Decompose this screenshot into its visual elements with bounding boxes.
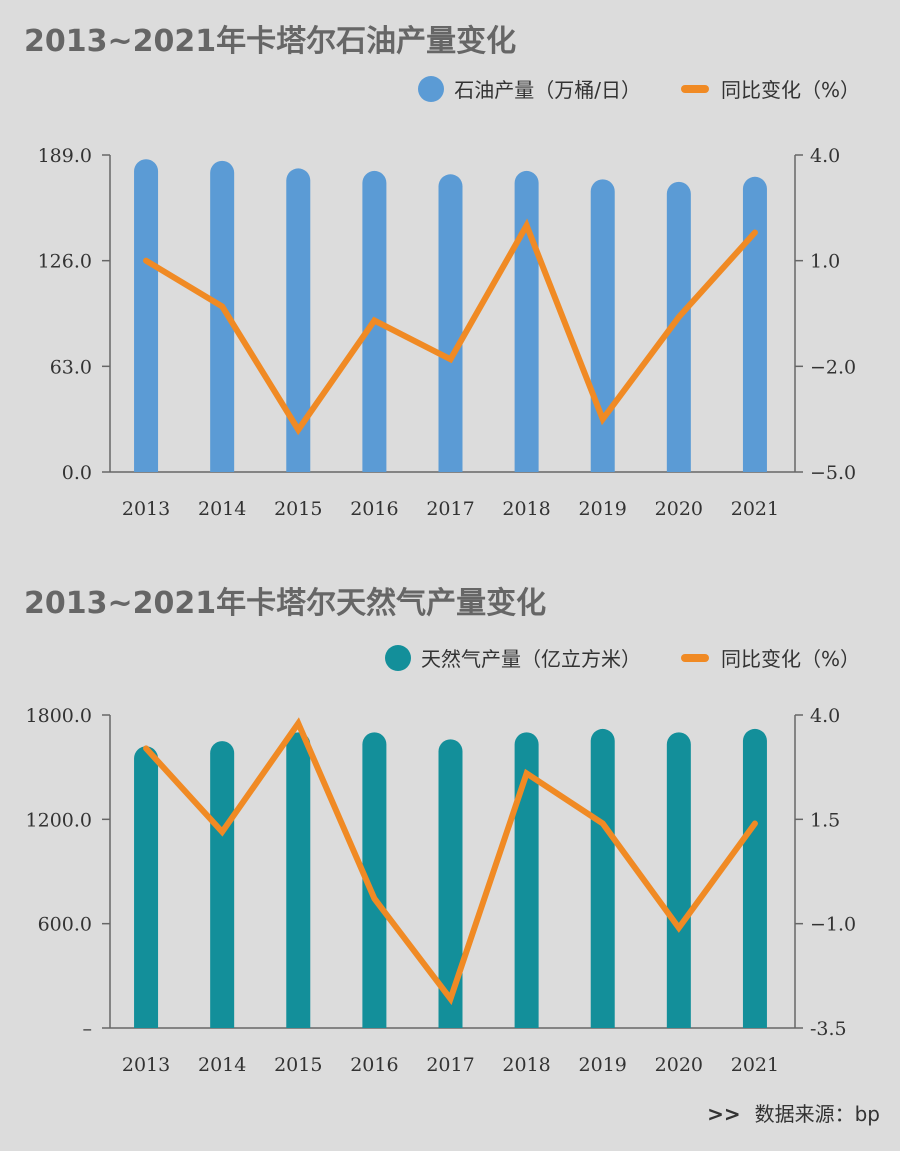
oil-right-tick-label: 4.0	[810, 145, 840, 167]
oil-left-tick-label: 189.0	[38, 145, 92, 167]
gas-bar-2014	[210, 741, 235, 1028]
oil-legend-bar: 石油产量（万桶/日）	[418, 74, 641, 103]
oil-yoy-point-2013	[144, 258, 149, 263]
source-text: 数据来源：bp	[754, 1102, 880, 1126]
gas-yoy-point-2015	[296, 721, 301, 726]
oil-right-tick-label: −5.0	[810, 462, 856, 484]
oil-legend-line-label: 同比变化（%）	[720, 78, 860, 102]
gas-category-label-2013: 2013	[122, 1054, 170, 1076]
oil-left-tick-label: 126.0	[38, 251, 92, 273]
gas-left-tick-label: 1200.0	[26, 809, 92, 831]
oil-yoy-point-2021	[752, 230, 757, 235]
oil-right-tick-label: −2.0	[810, 356, 856, 378]
gas-left-tick-label: 1800.0	[26, 705, 92, 727]
gas-category-label-2021: 2021	[731, 1054, 779, 1076]
gas-legend: 天然气产量（亿立方米） 同比变化（%）	[345, 643, 860, 672]
oil-yoy-point-2017	[448, 357, 453, 362]
data-source: >> 数据来源：bp	[707, 1098, 880, 1127]
gas-yoy-points	[144, 721, 757, 1001]
oil-category-label-2021: 2021	[731, 498, 779, 520]
gas-left-tick-label: –	[83, 1018, 93, 1040]
oil-yoy-point-2016	[372, 318, 377, 323]
oil-yoy-point-2015	[296, 427, 301, 432]
gas-category-label-2016: 2016	[350, 1054, 398, 1076]
gas-right-tick-label: -3.5	[810, 1018, 847, 1040]
oil-category-label-2016: 2016	[350, 498, 398, 520]
gas-chart-title: 2013~2021年卡塔尔天然气产量变化	[24, 586, 547, 621]
gas-category-label-2019: 2019	[579, 1054, 627, 1076]
oil-bar-2018	[514, 170, 539, 472]
gas-right-tick-label: 4.0	[810, 705, 840, 727]
oil-category-label-2017: 2017	[426, 498, 474, 520]
gas-bar-2015	[286, 732, 311, 1028]
gas-right-tick-label: −1.0	[810, 914, 856, 936]
oil-yoy-point-2019	[600, 417, 605, 422]
oil-bar-2013	[134, 159, 159, 472]
source-arrow-icon: >>	[707, 1102, 741, 1126]
oil-bar-2021	[742, 176, 767, 472]
oil-bar-2020	[666, 181, 691, 472]
gas-bar-2019	[590, 728, 615, 1028]
gas-right-tick-label: 1.5	[810, 809, 840, 831]
oil-bar-2017	[438, 174, 463, 472]
oil-legend-line-icon	[680, 84, 709, 93]
gas-category-label-2017: 2017	[426, 1054, 474, 1076]
gas-category-label-2014: 2014	[198, 1054, 246, 1076]
gas-legend-line-icon	[680, 653, 709, 662]
gas-yoy-point-2018	[524, 771, 529, 776]
gas-legend-line-label: 同比变化（%）	[720, 647, 860, 671]
gas-category-label-2018: 2018	[502, 1054, 550, 1076]
gas-bar-2018	[514, 732, 539, 1028]
oil-category-label-2013: 2013	[122, 498, 170, 520]
gas-yoy-point-2016	[372, 896, 377, 901]
gas-category-label-2015: 2015	[274, 1054, 322, 1076]
oil-yoy-point-2014	[220, 304, 225, 309]
oil-category-label-2019: 2019	[579, 498, 627, 520]
gas-bars	[134, 728, 767, 1028]
oil-legend-line: 同比变化（%）	[680, 74, 860, 103]
gas-legend-dot-icon	[384, 644, 411, 671]
gas-chart: – 600.0 1200.0 1800.0 -3.5 −1.0 1.5 4.0 2013 2014…	[26, 705, 857, 1076]
oil-legend-bar-label: 石油产量（万桶/日）	[454, 78, 641, 102]
oil-legend-dot-icon	[418, 75, 445, 102]
gas-bar-2017	[438, 739, 463, 1028]
oil-yoy-point-2018	[524, 223, 529, 228]
oil-left-tick-label: 63.0	[50, 356, 92, 378]
gas-category-labels: 2013 2014 2015 2016 2017 2018 2019 2020 2021	[122, 1054, 779, 1076]
gas-category-label-2020: 2020	[655, 1054, 703, 1076]
oil-bar-2019	[590, 179, 615, 472]
oil-category-label-2018: 2018	[502, 498, 550, 520]
oil-category-label-2020: 2020	[655, 498, 703, 520]
gas-yoy-point-2020	[676, 925, 681, 930]
gas-legend-line: 同比变化（%）	[680, 643, 860, 672]
gas-yoy-point-2021	[752, 821, 757, 826]
oil-legend: 石油产量（万桶/日） 同比变化（%）	[378, 74, 860, 103]
oil-category-label-2014: 2014	[198, 498, 246, 520]
gas-bar-2020	[666, 732, 691, 1028]
gas-yoy-point-2019	[600, 821, 605, 826]
gas-yoy-point-2013	[144, 746, 149, 751]
gas-legend-bar-label: 天然气产量（亿立方米）	[420, 647, 641, 671]
oil-bar-2014	[210, 160, 235, 472]
gas-bar-2016	[362, 732, 387, 1028]
gas-bar-2021	[742, 728, 767, 1028]
oil-chart-title: 2013~2021年卡塔尔石油产量变化	[24, 24, 517, 59]
gas-left-tick-label: 600.0	[38, 914, 92, 936]
gas-yoy-point-2014	[220, 829, 225, 834]
oil-left-tick-label: 0.0	[62, 462, 92, 484]
oil-yoy-point-2020	[676, 315, 681, 320]
gas-bar-2013	[134, 746, 159, 1028]
oil-yoy-points	[144, 223, 757, 432]
oil-category-labels: 2013 2014 2015 2016 2017 2018 2019 2020 2021	[122, 498, 779, 520]
gas-legend-bar: 天然气产量（亿立方米）	[384, 643, 641, 672]
oil-right-tick-label: 1.0	[810, 251, 840, 273]
gas-yoy-point-2017	[448, 996, 453, 1001]
oil-category-label-2015: 2015	[274, 498, 322, 520]
oil-bar-2015	[286, 168, 311, 473]
